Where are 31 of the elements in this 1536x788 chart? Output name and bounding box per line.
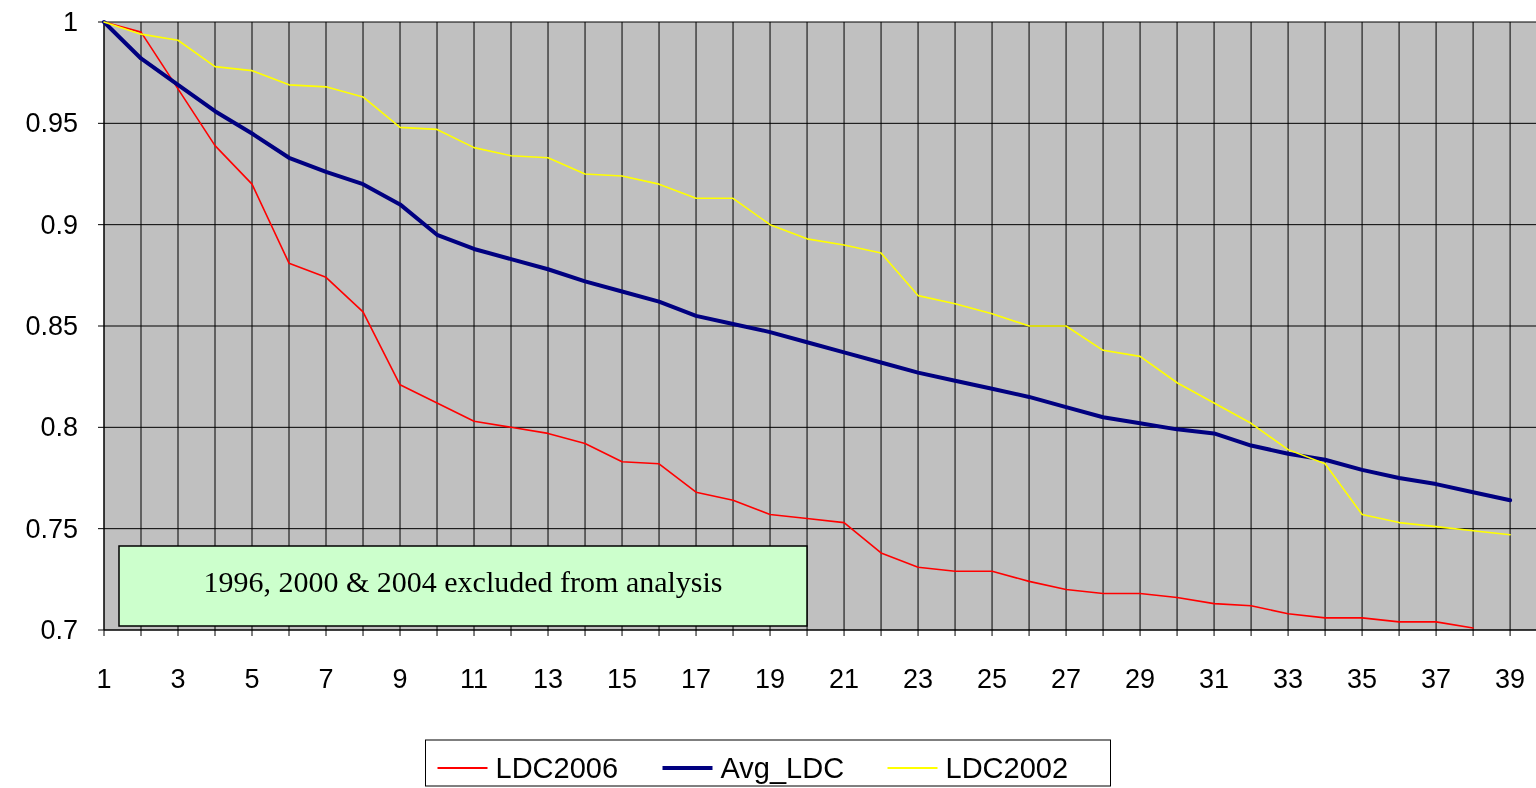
x-tick-label: 25 — [977, 664, 1008, 694]
x-tick-label: 11 — [460, 664, 489, 694]
x-tick-label: 17 — [681, 664, 712, 694]
x-tick-label: 37 — [1421, 664, 1452, 694]
x-tick-label: 5 — [244, 664, 260, 694]
y-tick-label: 0.8 — [40, 412, 78, 443]
x-tick-label: 29 — [1125, 664, 1156, 694]
y-tick-label: 0.85 — [25, 311, 78, 341]
x-tick-label: 33 — [1273, 664, 1304, 694]
x-tick-label: 15 — [607, 664, 638, 694]
legend-label: Avg_LDC — [720, 752, 845, 784]
y-tick-label: 0.7 — [40, 615, 78, 645]
legend-label: LDC2006 — [495, 752, 619, 784]
y-tick-label: 0.75 — [25, 513, 78, 544]
x-tick-label: 19 — [755, 664, 786, 694]
x-tick-label: 31 — [1199, 664, 1230, 694]
x-tick-label: 27 — [1051, 664, 1082, 694]
x-tick-label: 23 — [903, 664, 934, 694]
x-tick-label: 1 — [96, 664, 112, 694]
y-tick-label: 0.95 — [25, 108, 78, 139]
x-tick-label: 39 — [1495, 664, 1526, 694]
x-tick-label: 21 — [829, 664, 860, 694]
x-tick-label: 9 — [392, 664, 408, 694]
x-tick-label: 35 — [1347, 664, 1378, 694]
legend-label: LDC2002 — [945, 752, 1069, 784]
y-tick-label: 0.9 — [40, 209, 78, 240]
x-tick-label: 7 — [318, 664, 334, 694]
y-tick-label: 1 — [62, 7, 78, 37]
x-tick-label: 3 — [170, 664, 186, 694]
x-tick-label: 13 — [533, 664, 564, 694]
annotation: 1996, 2000 & 2004 excluded from analysis — [203, 565, 723, 598]
